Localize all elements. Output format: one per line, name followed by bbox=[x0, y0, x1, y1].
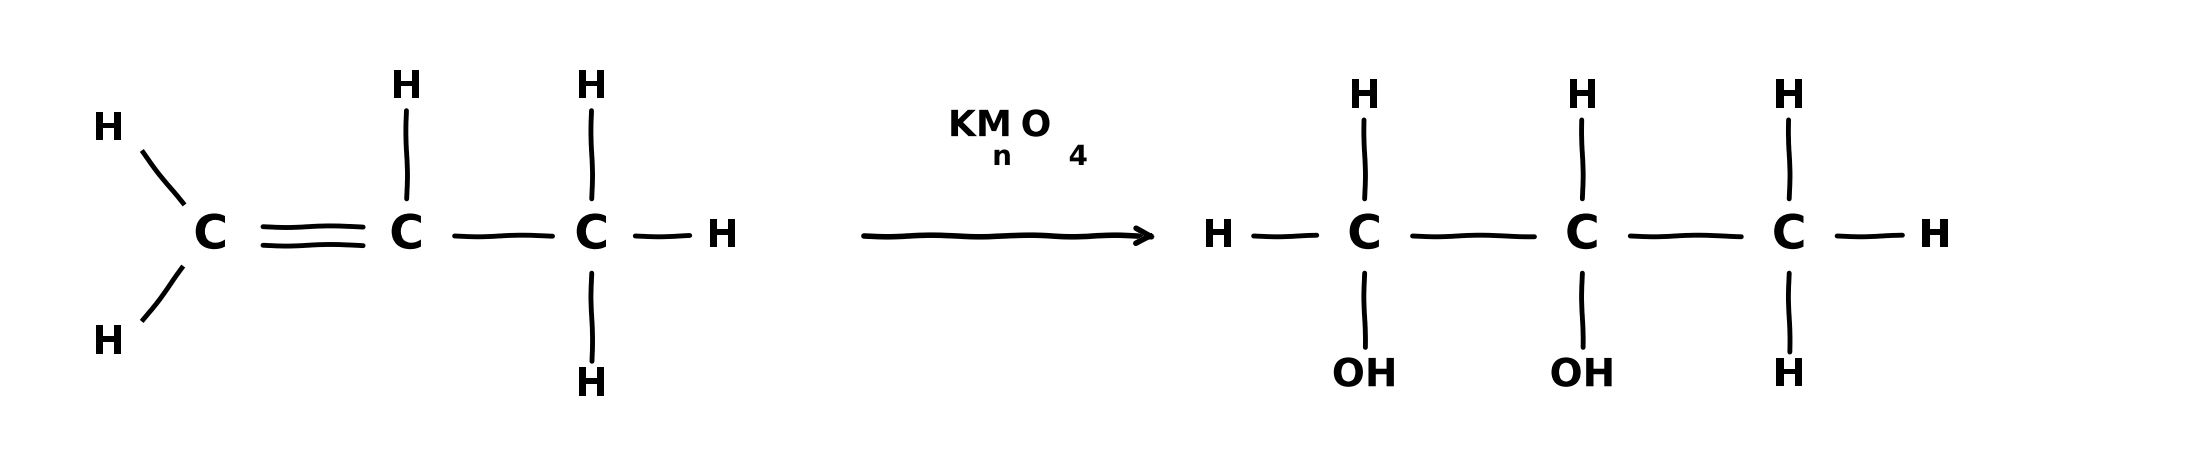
Text: H: H bbox=[1772, 78, 1805, 116]
Text: C: C bbox=[575, 213, 610, 259]
Text: H: H bbox=[575, 68, 607, 107]
Text: 4: 4 bbox=[1068, 143, 1088, 171]
Text: KM: KM bbox=[948, 109, 1012, 143]
Text: H: H bbox=[1772, 356, 1805, 394]
Text: O: O bbox=[1020, 109, 1051, 143]
Text: H: H bbox=[92, 110, 125, 148]
Text: H: H bbox=[1918, 217, 1951, 255]
Text: H: H bbox=[391, 68, 424, 107]
Text: C: C bbox=[192, 213, 227, 259]
Text: OH: OH bbox=[1549, 356, 1615, 394]
Text: C: C bbox=[389, 213, 424, 259]
Text: H: H bbox=[92, 324, 125, 362]
Text: H: H bbox=[575, 365, 607, 404]
Text: H: H bbox=[1567, 78, 1599, 116]
Text: OH: OH bbox=[1333, 356, 1398, 394]
Text: C: C bbox=[1564, 213, 1599, 259]
Text: H: H bbox=[1348, 78, 1381, 116]
Text: H: H bbox=[706, 217, 739, 255]
Text: n: n bbox=[992, 143, 1012, 171]
Text: H: H bbox=[1202, 217, 1235, 255]
Text: C: C bbox=[1348, 213, 1383, 259]
Text: C: C bbox=[1772, 213, 1807, 259]
